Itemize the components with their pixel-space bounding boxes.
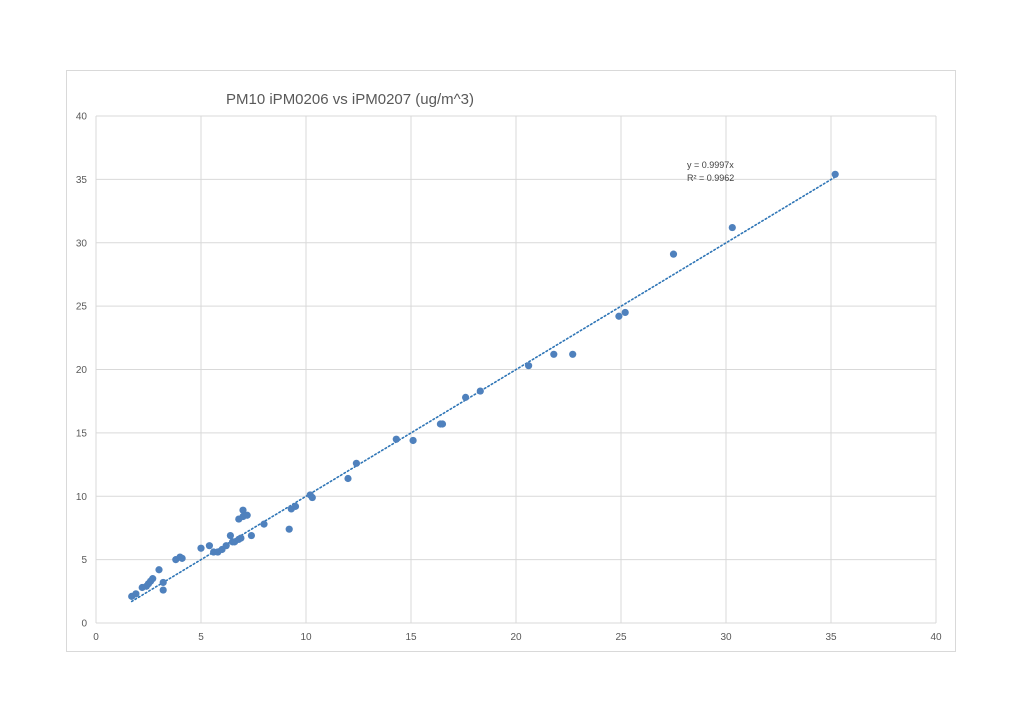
data-point [243, 511, 251, 519]
x-tick-label: 0 [93, 632, 99, 643]
data-point [159, 586, 167, 594]
chart-area: PM10 iPM0206 vs iPM0207 (ug/m^3) 0 5 10 15 2… [66, 70, 956, 652]
data-point [222, 542, 230, 550]
x-tick-label: 20 [510, 632, 522, 643]
data-point [132, 590, 140, 598]
data-points [128, 170, 839, 600]
y-tick-label: 20 [76, 365, 88, 376]
data-point [247, 531, 255, 540]
data-point [476, 387, 484, 395]
data-point [615, 312, 623, 320]
data-point [260, 520, 268, 528]
y-tick-label: 15 [76, 428, 88, 439]
y-tick-label: 10 [76, 492, 88, 503]
trendline-group [130, 176, 837, 603]
data-point [438, 420, 447, 428]
x-tick-label: 10 [300, 632, 312, 643]
data-point [178, 554, 186, 562]
y-tick-label: 25 [76, 302, 88, 313]
data-point [728, 223, 736, 232]
y-tick-label: 30 [76, 238, 88, 249]
data-point [285, 525, 293, 533]
data-point [197, 544, 205, 552]
x-tick-label: 25 [615, 632, 627, 643]
x-tick-label: 15 [405, 632, 417, 643]
data-point [291, 502, 300, 510]
data-point [239, 506, 247, 514]
trendline-equation-label: y = 0.9997x [687, 160, 734, 170]
data-point [205, 542, 213, 550]
trendline [130, 176, 837, 603]
data-point [159, 578, 167, 587]
y-tick-label: 0 [81, 619, 87, 630]
x-tick-label: 35 [825, 632, 837, 643]
y-tick-label: 35 [76, 175, 88, 186]
trendline-r2-label: R² = 0.9962 [687, 173, 734, 183]
data-point [831, 170, 839, 178]
y-tick-label: 40 [76, 112, 88, 123]
data-point [669, 250, 678, 258]
data-point [392, 435, 400, 443]
data-point [409, 436, 417, 445]
data-point [155, 566, 163, 574]
data-point [352, 459, 360, 467]
y-tick-label: 5 [81, 555, 87, 566]
chart-title: PM10 iPM0206 vs iPM0207 (ug/m^3) [226, 91, 474, 108]
data-point [344, 474, 352, 483]
data-point [237, 534, 245, 542]
tick-labels: 0 5 10 15 20 25 30 35 40 0 5 10 15 20 25 30 35 40 [76, 112, 942, 644]
data-point [308, 493, 316, 502]
x-tick-label: 40 [930, 632, 942, 643]
data-point [550, 350, 558, 358]
data-point [149, 575, 157, 583]
x-tick-label: 30 [720, 632, 732, 643]
data-point [621, 308, 629, 317]
x-tick-label: 5 [198, 632, 204, 643]
data-point [569, 350, 577, 358]
scatter-chart: PM10 iPM0206 vs iPM0207 (ug/m^3) 0 5 10 15 2… [76, 91, 942, 644]
data-point [525, 362, 533, 370]
data-point [462, 393, 470, 401]
data-point [226, 531, 234, 540]
